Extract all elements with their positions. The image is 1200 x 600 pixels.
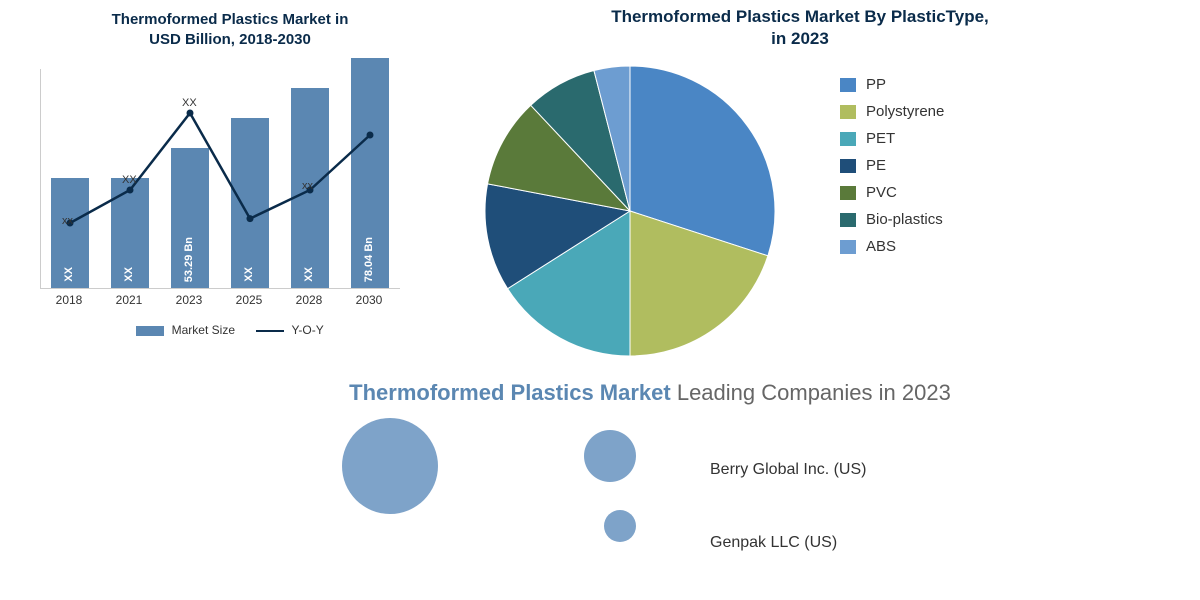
bar: 53.29 Bn — [171, 148, 209, 288]
bar-value-label: XX — [63, 267, 75, 282]
yoy-annotation: xx — [302, 180, 313, 192]
bar-legend: Market Size Y-O-Y — [40, 323, 420, 337]
company-bubble — [584, 430, 636, 482]
x-axis-labels: 2018 2021 2023 2025 2028 2030 — [40, 293, 400, 313]
pie-legend-label: PE — [866, 157, 886, 174]
yoy-annotation: XX — [122, 174, 137, 186]
pie-title-line2: in 2023 — [771, 29, 829, 48]
pie-legend-label: PET — [866, 130, 895, 147]
pie-legend-swatch — [840, 186, 856, 200]
company-bubbles: Berry Global Inc. (US) Genpak LLC (US) — [150, 406, 1150, 566]
companies-title: Thermoformed Plastics Market Leading Com… — [150, 380, 1150, 406]
yoy-annotation: XX — [182, 97, 197, 109]
bar-value-label: XX — [123, 267, 135, 282]
pie-legend-label: Bio-plastics — [866, 211, 943, 228]
bar-value-label: 53.29 Bn — [183, 237, 195, 282]
bar-title-line1: Thermoformed Plastics Market in — [112, 11, 349, 28]
bar-value-label: 78.04 Bn — [363, 237, 375, 282]
pie-title-line1: Thermoformed Plastics Market By PlasticT… — [611, 7, 989, 26]
legend-label-market-size: Market Size — [172, 323, 235, 337]
company-bubble — [342, 418, 438, 514]
x-axis-label: 2023 — [170, 293, 208, 307]
pie-legend-swatch — [840, 78, 856, 92]
x-axis-label: 2018 — [50, 293, 88, 307]
bar-title-line2: USD Billion, 2018-2030 — [149, 31, 311, 48]
bar: XX — [111, 178, 149, 288]
company-label: Genpak LLC (US) — [710, 534, 837, 552]
pie-legend-swatch — [840, 105, 856, 119]
pie-legend-item: ABS — [840, 238, 944, 255]
pie-legend-label: PP — [866, 76, 886, 93]
bar: XX — [51, 178, 89, 288]
pie-legend-item: PVC — [840, 184, 944, 201]
pie-legend-item: PET — [840, 130, 944, 147]
yoy-line — [41, 69, 401, 289]
x-axis-label: 2021 — [110, 293, 148, 307]
companies-title-strong: Thermoformed Plastics Market — [349, 380, 671, 405]
company-bubble — [604, 510, 636, 542]
pie-legend-item: Bio-plastics — [840, 211, 944, 228]
pie-chart: Thermoformed Plastics Market By PlasticT… — [440, 6, 1160, 346]
pie-chart-title: Thermoformed Plastics Market By PlasticT… — [440, 6, 1160, 50]
companies-title-rest: Leading Companies in 2023 — [671, 380, 951, 405]
x-axis-label: 2028 — [290, 293, 328, 307]
x-axis-label: 2030 — [350, 293, 388, 307]
company-label: Berry Global Inc. (US) — [710, 461, 866, 479]
pie-legend-swatch — [840, 132, 856, 146]
pie-legend-swatch — [840, 159, 856, 173]
pie-legend-item: Polystyrene — [840, 103, 944, 120]
pie-legend-item: PE — [840, 157, 944, 174]
pie-plot-area — [480, 61, 780, 361]
bar-value-label: XX — [243, 267, 255, 282]
x-axis-label: 2025 — [230, 293, 268, 307]
pie-svg — [480, 61, 780, 361]
legend-label-yoy: Y-O-Y — [291, 323, 323, 337]
yoy-annotation: xx — [62, 215, 73, 227]
pie-legend: PP Polystyrene PET PE PVC Bio-plastics ABS — [840, 76, 944, 265]
bar-chart-title: Thermoformed Plastics Market in USD Bill… — [40, 10, 420, 49]
pie-legend-swatch — [840, 213, 856, 227]
pie-legend-label: Polystyrene — [866, 103, 944, 120]
legend-swatch-market-size — [136, 326, 164, 336]
bar: 78.04 Bn — [351, 58, 389, 288]
legend-line-yoy — [256, 330, 284, 332]
bar: XX — [231, 118, 269, 288]
companies-section: Thermoformed Plastics Market Leading Com… — [150, 380, 1150, 590]
pie-legend-label: ABS — [866, 238, 896, 255]
bar-chart: Thermoformed Plastics Market in USD Bill… — [40, 10, 420, 370]
pie-legend-label: PVC — [866, 184, 897, 201]
bar-plot-area: XX XX 53.29 Bn XX XX 78.04 Bn xx XX XX xx — [40, 69, 400, 289]
bar-value-label: XX — [303, 267, 315, 282]
pie-legend-item: PP — [840, 76, 944, 93]
pie-legend-swatch — [840, 240, 856, 254]
